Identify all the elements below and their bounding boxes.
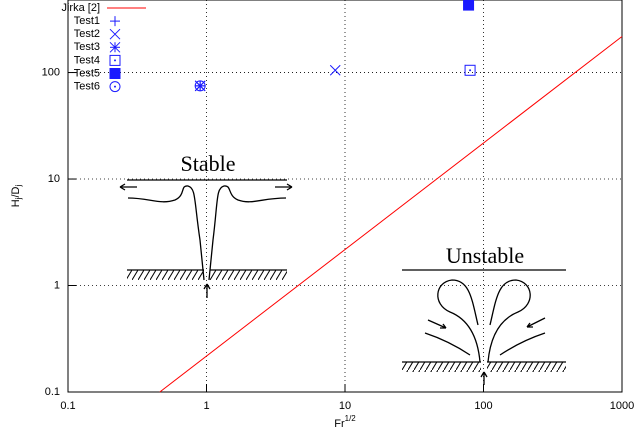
stable-diagram: Stable — [119, 151, 293, 298]
marker-dot — [114, 85, 116, 88]
marker — [463, 0, 475, 11]
y-tick-label: 100 — [42, 66, 60, 78]
marker-box — [464, 64, 476, 76]
legend-label: Test3 — [74, 41, 100, 53]
y-label-part: j — [14, 197, 23, 200]
marker-dot — [469, 69, 472, 72]
y-axis-label: Hj/Dj — [10, 185, 23, 208]
marker-dot — [199, 84, 202, 87]
x-tick-label: 0.1 — [60, 400, 75, 412]
marker — [110, 16, 120, 27]
y-label-part: H — [10, 199, 22, 207]
x-axis-label: Fr1/2 — [334, 414, 356, 430]
marker — [464, 64, 476, 76]
marker-stroke — [109, 41, 121, 53]
marker-stroke — [329, 64, 341, 76]
legend-swatch — [110, 16, 120, 27]
y-tick-label: 0.1 — [45, 386, 60, 398]
marker — [194, 80, 206, 92]
marker — [329, 64, 341, 76]
x-tick-label: 1000 — [610, 400, 634, 412]
x-label-sup: 1/2 — [345, 414, 357, 423]
marker-dot — [114, 59, 116, 62]
marker — [109, 68, 121, 79]
marker-circle — [194, 80, 206, 92]
marker — [109, 81, 121, 93]
legend-swatch — [109, 81, 121, 93]
marker-stroke — [109, 28, 121, 40]
legend-swatch — [109, 68, 121, 79]
legend-label: Test5 — [74, 67, 100, 79]
plot-frame — [67, 0, 623, 393]
unstable-diagram: Unstable — [402, 243, 566, 385]
marker — [109, 54, 121, 66]
legend-label: Test2 — [74, 28, 100, 40]
x-tick-label: 10 — [339, 400, 351, 412]
marker-box — [109, 68, 121, 79]
legend-label: Test6 — [74, 81, 100, 93]
x-tick-label: 1 — [203, 400, 209, 412]
legend-label: Test4 — [74, 54, 100, 66]
legend-swatch — [109, 28, 121, 40]
y-label-part: /D — [10, 186, 22, 197]
legend-label: Test1 — [74, 15, 100, 27]
x-tick-label: 100 — [474, 400, 492, 412]
marker — [109, 41, 121, 53]
annotation: Unstable — [446, 243, 524, 268]
y-tick-label: 1 — [54, 279, 60, 291]
plot-area — [159, 0, 623, 393]
legend-swatch — [109, 41, 121, 53]
legend-label: Jirka [2] — [61, 2, 100, 14]
y-label-part: j — [14, 185, 23, 188]
marker-box — [109, 54, 121, 66]
annotation: Stable — [181, 151, 236, 176]
marker-box — [463, 0, 475, 11]
series-line — [159, 36, 623, 393]
marker — [109, 28, 121, 40]
x-label-base: Fr — [334, 418, 345, 430]
marker-circle — [109, 81, 121, 93]
y-tick-label: 10 — [48, 173, 60, 185]
legend-swatch — [109, 54, 121, 66]
